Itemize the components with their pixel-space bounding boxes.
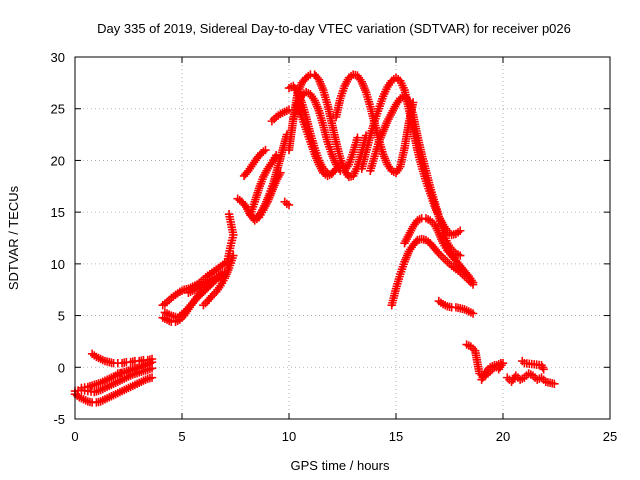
y-tick-label: 25 — [51, 102, 65, 117]
x-tick-label: 5 — [178, 429, 185, 444]
data-point — [550, 379, 559, 389]
grid-layer — [75, 57, 610, 419]
x-axis-label: GPS time / hours — [291, 458, 390, 473]
data-point — [331, 164, 341, 173]
data-series — [160, 270, 227, 322]
data-series — [252, 130, 292, 222]
y-tick-label: 10 — [51, 257, 65, 272]
data-point — [456, 226, 465, 235]
y-tick-label: 5 — [58, 309, 65, 324]
x-tick-label: 20 — [496, 429, 510, 444]
data-point — [261, 145, 270, 155]
data-point — [199, 301, 208, 310]
x-tick-label: 0 — [71, 429, 78, 444]
data-series — [366, 92, 465, 260]
data-series — [70, 373, 157, 407]
data-series — [280, 197, 294, 210]
data-series — [239, 145, 270, 181]
data-series — [293, 102, 341, 181]
x-tick-label: 15 — [389, 429, 403, 444]
data-series — [113, 358, 155, 378]
y-tick-label: -5 — [53, 412, 65, 427]
y-tick-label: 20 — [51, 153, 65, 168]
data-series — [434, 296, 478, 318]
data-point — [330, 166, 339, 175]
data-series — [503, 369, 559, 389]
y-tick-label: 0 — [58, 360, 65, 375]
x-tick-label: 10 — [282, 429, 296, 444]
data-point — [353, 133, 362, 142]
y-tick-label: 15 — [51, 205, 65, 220]
data-series — [222, 210, 238, 269]
data-series — [246, 151, 281, 219]
data-series — [284, 70, 371, 182]
data-series — [400, 214, 478, 287]
y-tick-label: 30 — [51, 50, 65, 65]
data-point — [284, 200, 294, 210]
y-axis-label: SDTVAR / TECUs — [6, 185, 21, 290]
data-layer — [70, 70, 559, 407]
tick-layer: 0 5 10 15 20 25 -5 0 5 10 15 20 25 30 — [51, 50, 618, 444]
data-point — [539, 365, 548, 374]
data-point — [224, 210, 234, 219]
plot-frame — [74, 56, 611, 420]
data-point — [147, 373, 157, 382]
data-point — [468, 278, 478, 287]
data-series — [199, 251, 238, 310]
data-point — [498, 358, 508, 368]
data-series — [184, 267, 229, 298]
data-point — [456, 251, 465, 260]
chart-title: Day 335 of 2019, Sidereal Day-to-day VTE… — [97, 21, 571, 36]
data-series — [267, 105, 294, 126]
data-series — [518, 356, 548, 374]
data-series — [477, 358, 508, 384]
data-point — [145, 358, 155, 368]
x-tick-label: 25 — [603, 429, 617, 444]
data-point — [468, 309, 478, 318]
